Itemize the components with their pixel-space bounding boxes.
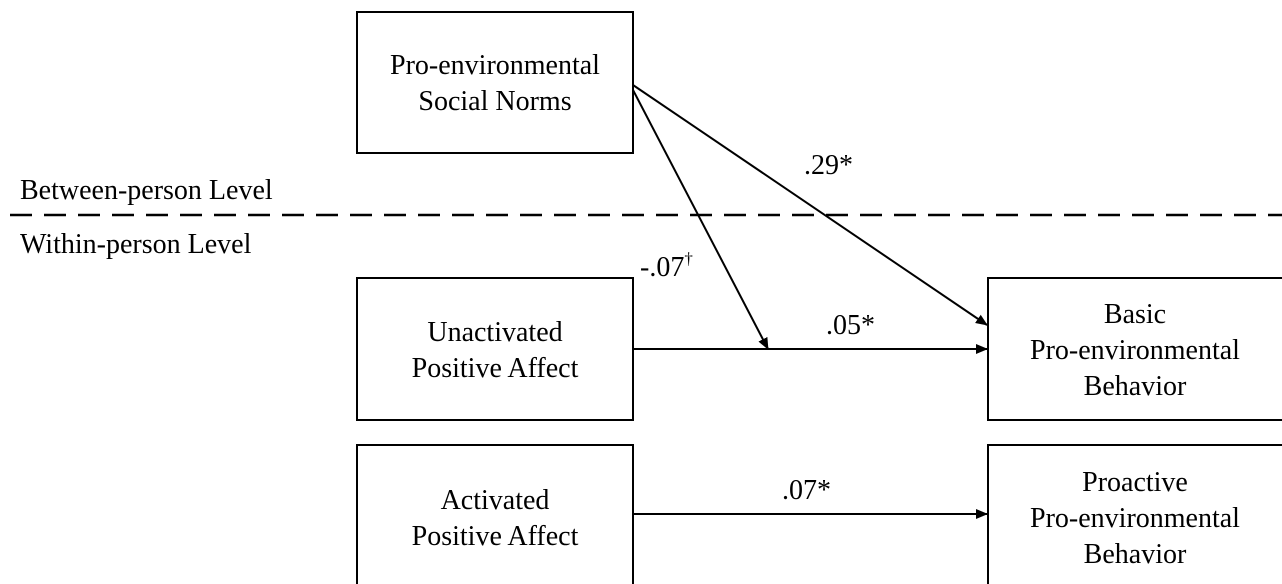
edge-label: .07* — [782, 475, 831, 506]
edge-label-value: -.07 — [640, 252, 684, 283]
node-label: Activated — [441, 485, 550, 516]
node-label: Positive Affect — [412, 521, 579, 552]
edge-label: .05* — [826, 310, 875, 341]
node-label: Proactive — [1082, 467, 1188, 498]
node-label: Pro-environmental — [1030, 335, 1240, 366]
level-label: Within-person Level — [20, 229, 252, 260]
node-label: Basic — [1104, 299, 1166, 330]
node-box — [356, 277, 634, 421]
node-box — [356, 11, 634, 154]
arrow — [632, 84, 988, 326]
node-label: Unactivated — [427, 317, 562, 348]
node-box — [356, 444, 634, 584]
edge-label: -.07† — [640, 249, 693, 283]
level-label: Between-person Level — [20, 175, 273, 206]
node-box — [987, 444, 1282, 584]
node-label: Behavior — [1084, 539, 1187, 570]
node-label: Behavior — [1084, 371, 1187, 402]
edge-label: .29* — [804, 150, 853, 181]
node-box — [987, 277, 1282, 421]
node-label: Social Norms — [418, 86, 571, 117]
edge-label-sup: † — [684, 249, 693, 268]
arrow — [632, 89, 769, 350]
node-label: Pro-environmental — [390, 50, 600, 81]
node-label: Pro-environmental — [1030, 503, 1240, 534]
node-label: Positive Affect — [412, 353, 579, 384]
